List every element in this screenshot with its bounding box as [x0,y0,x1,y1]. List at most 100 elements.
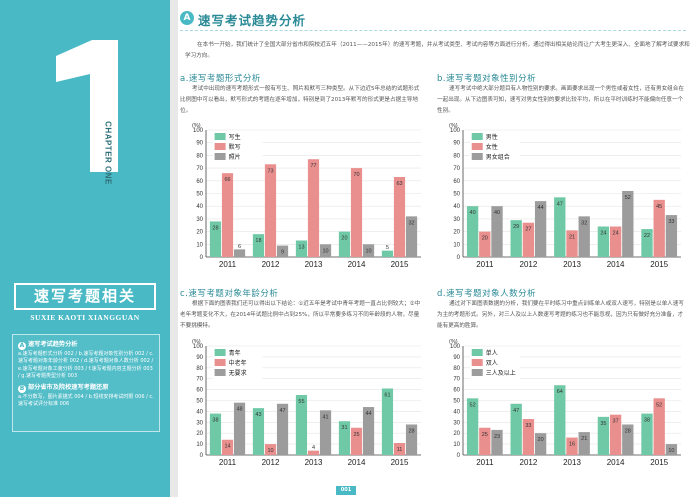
bar-value-label: 66 [224,177,230,183]
x-tick-label: 2012 [262,458,280,467]
toc-heading-a-label: 速写考试趋势分析 [28,341,78,348]
chart-d: (%) 0 10 20 30 40 50 60 70 80 90 100 52 25 23 2011 47 33 2… [437,334,685,469]
y-tick-label: 50 [453,192,460,198]
y-tick-label: 30 [196,420,203,426]
page-spine [170,0,178,497]
legend-label: 男性 [486,133,498,141]
bar [252,408,265,455]
bar-value-label: 32 [408,220,414,226]
y-tick-label: 50 [453,399,460,405]
bar [338,421,351,455]
y-tick-label: 20 [196,230,203,236]
toc-heading-a[interactable]: A 速写考试趋势分析 [18,339,154,350]
legend-swatch [214,143,226,150]
bar [466,206,479,257]
bar [209,221,222,257]
x-tick-label: 2013 [305,458,323,467]
panel-a-title: a.速写考题形式分析 [180,74,261,84]
legend-swatch [471,369,483,376]
y-tick-label: 10 [453,242,460,248]
bar-value-label: 43 [255,412,261,418]
legend-swatch [214,153,226,160]
bar [307,159,320,257]
bar-value-label: 18 [255,238,261,244]
y-tick-label: 80 [453,366,460,372]
bar-value-label: 55 [298,399,304,405]
bar [209,413,222,455]
bar-value-label: 11 [397,447,403,453]
bar [534,433,547,455]
bar [609,226,622,257]
bar-value-label: 31 [341,425,347,431]
y-tick-label: 90 [196,355,203,361]
bar-value-label: 23 [494,434,500,440]
bar-value-label: 40 [494,210,500,216]
x-tick-label: 2011 [219,260,237,269]
legend-label: 单人 [486,349,498,357]
bar [276,245,289,257]
bar [221,173,234,257]
chart-svg: (%) 0 10 20 30 40 50 60 70 80 90 100 40 20 40 2011 29 27 4… [449,123,681,269]
bar [381,388,394,455]
bar-value-label: 27 [525,227,531,233]
toc-body-b[interactable]: a.不分数写，图片素描式 004 / b.短线安排考试时限 006 / c.速写… [18,394,154,408]
legend-swatch [471,143,483,150]
bar-value-label: 16 [569,442,575,448]
y-tick-label: 50 [196,192,203,198]
x-tick-label: 2013 [563,458,581,467]
chapter-label: CHAPTER ONE [103,120,113,185]
bar-value-label: 25 [482,432,488,438]
y-tick-label: 90 [453,355,460,361]
bar-value-label: 61 [384,393,390,399]
legend-label: 写生 [229,133,241,141]
bar [319,244,332,257]
y-axis-unit-label: (%) [192,123,201,129]
legend-swatch [214,349,226,356]
bar-value-label: 47 [557,201,563,207]
y-tick-label: 30 [453,217,460,223]
bar [522,419,535,455]
svg-text:1: 1 [40,40,41,41]
bar [338,231,351,257]
bar [405,424,418,455]
y-tick-label: 60 [453,179,460,185]
bar-value-label: 44 [538,205,544,211]
bar [295,240,308,257]
legend-swatch [214,133,226,140]
x-tick-label: 2015 [391,260,409,269]
bar [653,398,665,455]
bar [641,413,653,455]
bar-value-label: 10 [267,448,273,454]
y-tick-label: 70 [453,377,460,383]
bar-value-label: 4 [312,445,315,451]
x-tick-label: 2011 [476,458,494,467]
bar-value-label: 25 [353,432,359,438]
y-tick-label: 60 [196,179,203,185]
section-divider [180,30,686,31]
legend-label: 无要求 [229,369,247,377]
bar-value-label: 9 [281,250,284,256]
bar-value-label: 32 [581,220,587,226]
toc-heading-b[interactable]: B 部分省市及院校速写考题还原 [18,382,154,394]
y-tick-label: 80 [453,153,460,159]
bar-value-label: 52 [625,195,631,201]
bar-value-label: 64 [557,389,563,395]
bar [597,416,610,455]
y-tick-label: 100 [193,344,204,350]
bar [307,450,320,455]
legend-label: 男女组合 [486,153,510,161]
bar-value-label: 37 [613,419,619,425]
bar [665,444,678,455]
bar-value-label: 33 [668,219,674,225]
bar [665,215,678,257]
bar [295,395,308,455]
chart-svg: (%) 0 10 20 30 40 50 60 70 80 90 100 52 25 23 2011 47 33 2… [449,339,681,467]
toc-body-a[interactable]: a.速写考题形式分析 002 / b.速写考题对象性别分析 002 / c.速写… [18,351,154,379]
bar [622,190,634,257]
bar [264,444,277,455]
bar [491,206,503,257]
bar-value-label: 28 [625,428,631,434]
bar [609,414,622,455]
legend-label: 中老年 [229,359,247,367]
bar-value-label: 20 [341,236,347,242]
